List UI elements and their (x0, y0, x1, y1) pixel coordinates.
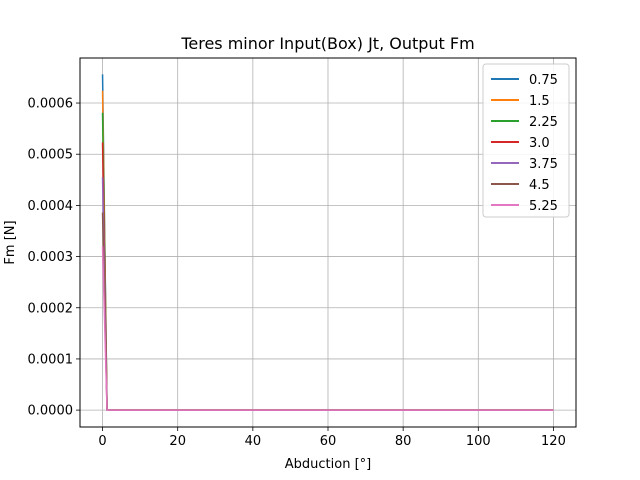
y-tick-label: 0.0004 (28, 199, 74, 214)
y-tick-label: 0.0002 (28, 301, 74, 316)
y-tick-label: 0.0006 (28, 97, 74, 112)
legend: 0.75 1.5 2.25 3.0 3.75 4.5 5.25 (482, 63, 570, 218)
legend-entry: 4.5 (529, 178, 550, 193)
x-tick-label: 100 (466, 434, 491, 449)
y-axis-label: Fm [N] (3, 220, 18, 264)
legend-entry: 2.25 (529, 115, 558, 130)
axis-ticks: 0 20 40 60 80 100 120 0.0000 0.0001 0.0002 0.0003 0… (28, 97, 566, 449)
x-tick-label: 0 (98, 434, 106, 449)
x-tick-label: 20 (169, 434, 186, 449)
y-tick-label: 0.0005 (28, 148, 74, 163)
x-tick-label: 40 (245, 434, 262, 449)
legend-entry: 3.0 (529, 136, 550, 151)
y-tick-label: 0.0000 (28, 404, 74, 419)
legend-entry: 0.75 (529, 73, 558, 88)
series-lines (101, 74, 554, 411)
legend-entry: 3.75 (529, 157, 558, 172)
legend-entry: 5.25 (529, 199, 558, 214)
legend-entry: 1.5 (529, 94, 550, 109)
legend-box (482, 63, 570, 218)
y-tick-label: 0.0001 (28, 352, 74, 367)
chart-title: Teres minor Input(Box) Jt, Output Fm (180, 34, 474, 53)
y-tick-label: 0.0003 (28, 250, 74, 265)
x-tick-label: 60 (320, 434, 337, 449)
series-line-5.25 (101, 246, 554, 411)
x-tick-label: 80 (395, 434, 412, 449)
x-tick-label: 120 (541, 434, 566, 449)
x-axis-label: Abduction [°] (285, 457, 371, 472)
